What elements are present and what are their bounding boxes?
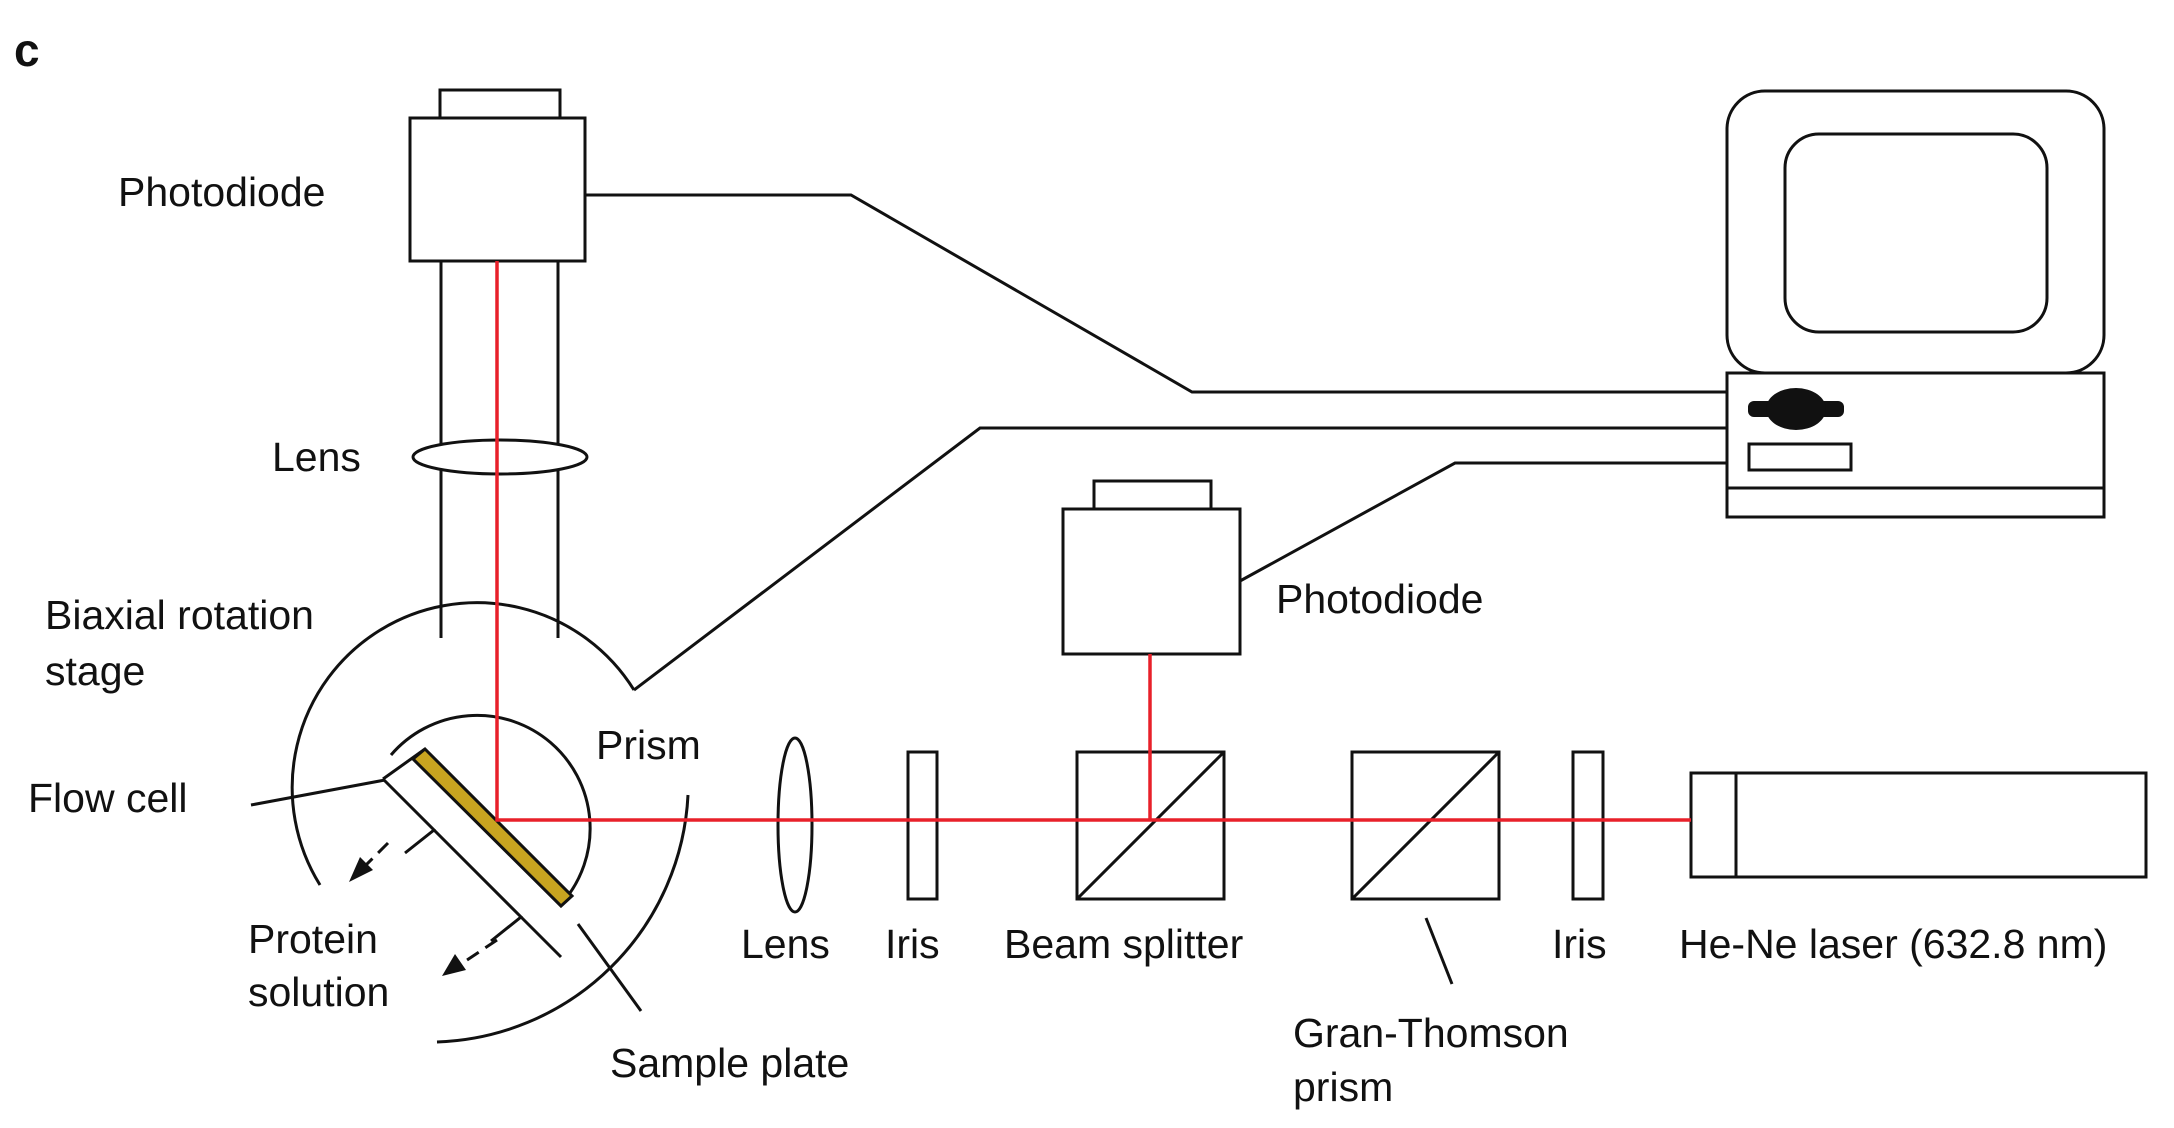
beam-splitter-label: Beam splitter	[1004, 921, 1243, 967]
cable-rotation-stage	[633, 426, 1727, 692]
photodiode-top	[408, 116, 587, 263]
laser-beam-main	[495, 261, 1691, 822]
iris-left-label: Iris	[885, 921, 940, 967]
flow-cell	[381, 746, 575, 959]
photodiode-top-label: Photodiode	[118, 169, 325, 215]
lens-vertical	[411, 438, 589, 476]
biaxial-label-line2: stage	[45, 648, 145, 694]
lens-horizontal	[776, 736, 814, 914]
gran-thomson-label-line2: prism	[1293, 1064, 1393, 1110]
flow-cell-label: Flow cell	[28, 775, 187, 821]
cable-photodiode-top	[585, 193, 1727, 394]
outflow-arrow	[442, 938, 498, 976]
gran-thomson-label-line1: Gran-Thomson	[1293, 1010, 1569, 1056]
computer-drive-slot	[1747, 442, 1853, 472]
photodiode-right-cap	[1092, 479, 1213, 511]
iris-right	[1571, 750, 1605, 901]
lens-vertical-label: Lens	[272, 434, 361, 480]
photodiode-right	[1061, 479, 1242, 656]
computer	[1725, 89, 2106, 519]
iris-right-label: Iris	[1552, 921, 1607, 967]
he-ne-laser	[1689, 771, 2148, 879]
flow-cell-inlet-port	[381, 777, 437, 855]
lens-horizontal-label: Lens	[741, 921, 830, 967]
prism-label: Prism	[596, 722, 701, 768]
biaxial-rotation-stage-arc-upper	[290, 601, 636, 886]
prism-outline	[389, 713, 592, 903]
vertical-detector-arm	[408, 88, 589, 638]
photodiode-top-cap	[438, 88, 562, 122]
protein-label-line2: solution	[248, 969, 389, 1015]
laser-label: He-Ne laser (632.8 nm)	[1679, 921, 2107, 967]
gran-thomson-leader	[1424, 917, 1454, 985]
biaxial-rotation-stage-arc-lower	[436, 794, 690, 1044]
biaxial-label-line1: Biaxial rotation	[45, 592, 314, 638]
protein-label-line1: Protein	[248, 916, 378, 962]
sample-plate-label: Sample plate	[610, 1040, 849, 1086]
sample-plate-leader	[576, 923, 643, 1012]
computer-screen	[1783, 132, 2049, 334]
inflow-arrow	[349, 841, 390, 882]
iris-left	[906, 750, 939, 901]
flow-cell-outlet-bottom	[519, 915, 563, 959]
flow-cell-leader	[250, 778, 386, 807]
disk-drive-icon	[1748, 388, 1844, 430]
cable-photodiode-right	[1239, 461, 1727, 583]
panel-label: c	[14, 24, 40, 76]
sample-plate	[410, 746, 575, 909]
photodiode-right-label: Photodiode	[1276, 576, 1483, 622]
gran-thomson-prism	[1350, 750, 1501, 901]
photodiode-right-body	[1061, 507, 1242, 656]
